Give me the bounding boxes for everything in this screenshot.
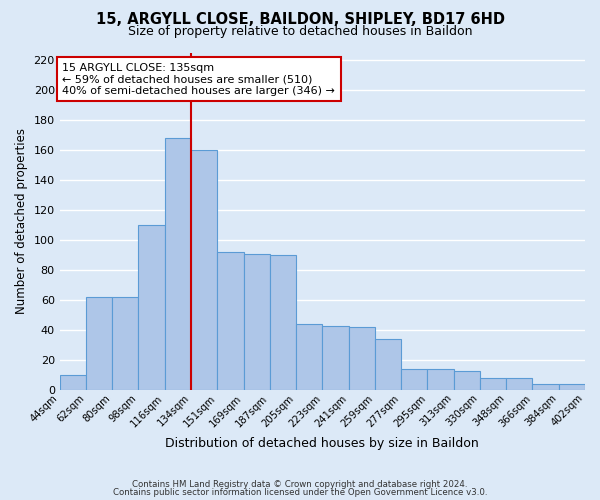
Bar [349,327,375,390]
Text: Size of property relative to detached houses in Baildon: Size of property relative to detached ho… [128,25,472,38]
Bar [454,371,480,390]
Bar [322,326,349,390]
Bar [506,378,532,390]
Bar [559,384,585,390]
Text: 15, ARGYLL CLOSE, BAILDON, SHIPLEY, BD17 6HD: 15, ARGYLL CLOSE, BAILDON, SHIPLEY, BD17… [95,12,505,28]
Bar [480,378,506,390]
Bar [165,138,191,390]
Y-axis label: Number of detached properties: Number of detached properties [15,128,28,314]
Bar [427,370,454,390]
Bar [86,297,112,390]
Bar [375,339,401,390]
Bar [244,254,270,390]
Bar [191,150,217,390]
X-axis label: Distribution of detached houses by size in Baildon: Distribution of detached houses by size … [166,437,479,450]
Bar [296,324,322,390]
Text: 15 ARGYLL CLOSE: 135sqm
← 59% of detached houses are smaller (510)
40% of semi-d: 15 ARGYLL CLOSE: 135sqm ← 59% of detache… [62,62,335,96]
Bar [270,255,296,390]
Bar [112,297,139,390]
Bar [139,225,165,390]
Bar [59,376,86,390]
Bar [217,252,244,390]
Text: Contains public sector information licensed under the Open Government Licence v3: Contains public sector information licen… [113,488,487,497]
Bar [532,384,559,390]
Text: Contains HM Land Registry data © Crown copyright and database right 2024.: Contains HM Land Registry data © Crown c… [132,480,468,489]
Bar [401,370,427,390]
